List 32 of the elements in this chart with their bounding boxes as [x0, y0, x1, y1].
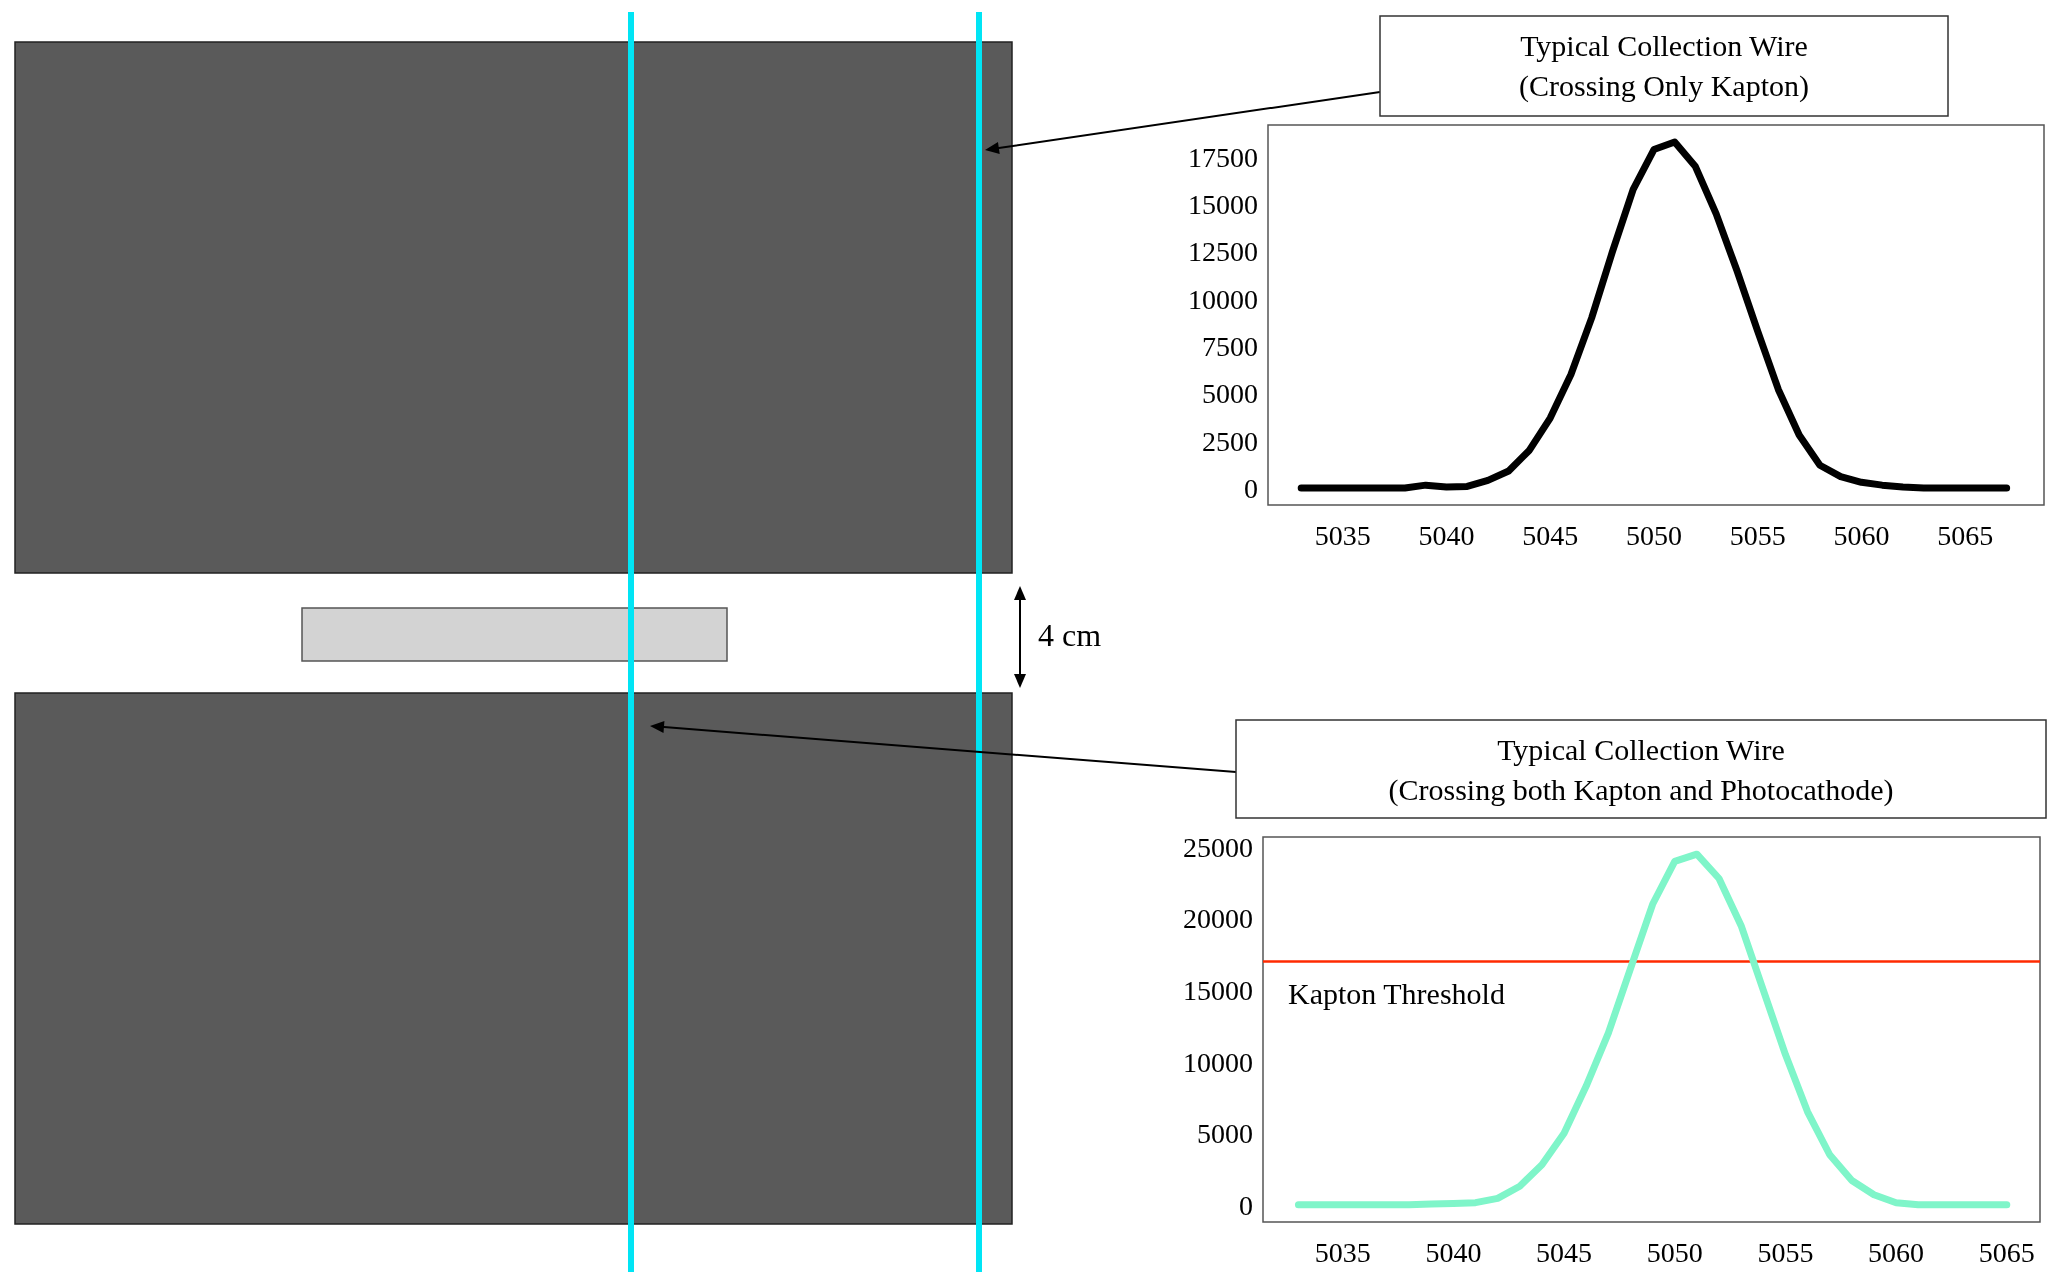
chart-title: Typical Collection Wire (Crossing Only Kapton) [1519, 29, 1809, 103]
chart-title: Typical Collection Wire (Crossing both Kapton and Photocathode) [1388, 733, 1894, 807]
y-tick-label: 25000 [1183, 831, 1253, 863]
y-tick-label: 10000 [1183, 1046, 1253, 1078]
x-tick-label: 5040 [1418, 520, 1475, 551]
y-tick-label: 7500 [1202, 330, 1258, 362]
x-tick-label: 5055 [1757, 1237, 1814, 1268]
y-tick-label: 20000 [1183, 903, 1253, 935]
y-tick-label: 0 [1244, 472, 1258, 504]
x-tick-label: 5065 [1937, 520, 1994, 551]
x-tick-label: 5040 [1425, 1237, 1482, 1268]
y-tick-label: 10000 [1188, 283, 1258, 315]
x-tick-label: 5035 [1314, 1237, 1371, 1268]
y-tick-label: 0 [1239, 1189, 1253, 1221]
x-tick-label: 5065 [1978, 1237, 2035, 1268]
x-tick-label: 5045 [1536, 1237, 1593, 1268]
x-tick-label: 5050 [1646, 1237, 1703, 1268]
x-tick-label: 5050 [1625, 520, 1682, 551]
x-tick-label: 5060 [1833, 520, 1890, 551]
y-tick-label: 15000 [1183, 974, 1253, 1006]
x-tick-label: 5045 [1522, 520, 1579, 551]
y-tick-label: 5000 [1197, 1118, 1253, 1150]
x-tick-label: 5035 [1314, 520, 1371, 551]
ref-line-label: Kapton Threshold [1288, 976, 1505, 1010]
text: 4 cm [1038, 617, 1102, 653]
y-tick-label: 2500 [1202, 425, 1258, 457]
x-tick-label: 5055 [1729, 520, 1786, 551]
x-tick-label: 5060 [1868, 1237, 1925, 1268]
y-tick-label: 17500 [1188, 141, 1258, 173]
y-tick-label: 5000 [1202, 378, 1258, 410]
y-tick-label: 15000 [1188, 189, 1258, 221]
y-tick-label: 12500 [1188, 236, 1258, 268]
